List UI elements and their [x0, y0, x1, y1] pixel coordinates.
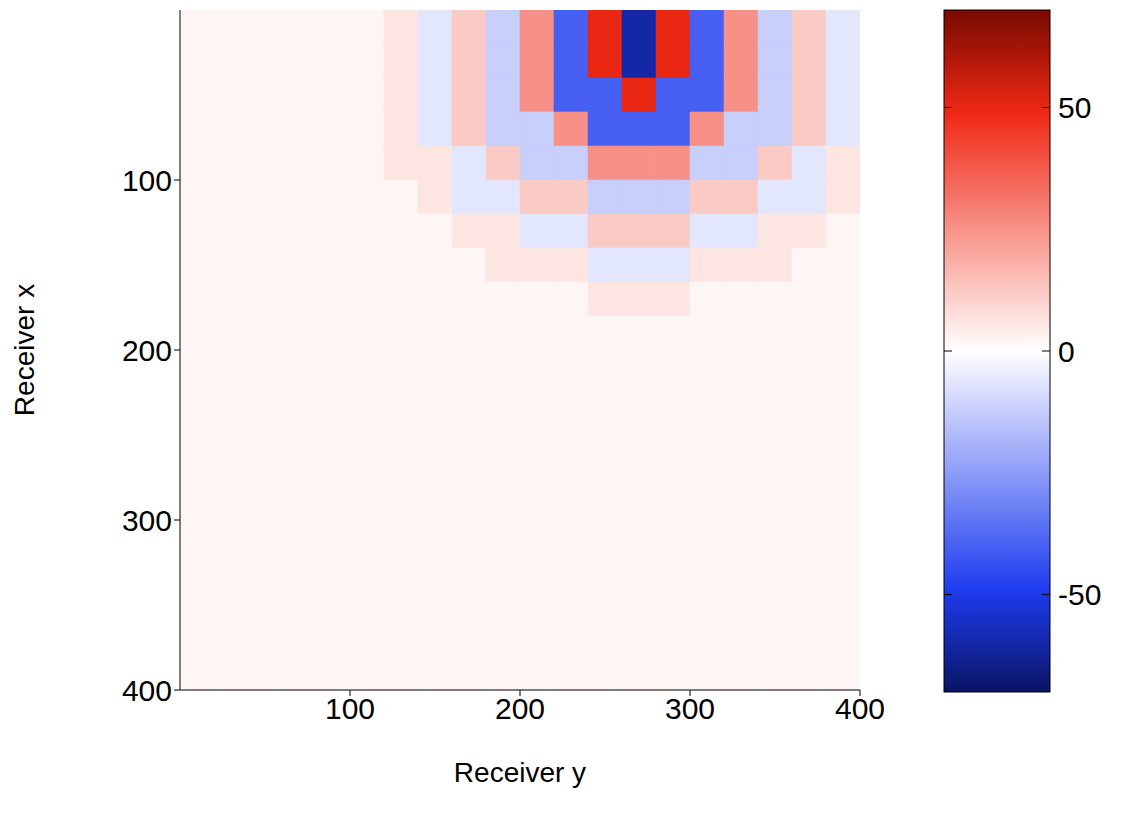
svg-text:200: 200: [495, 692, 545, 725]
svg-text:Receiver y: Receiver y: [454, 757, 586, 788]
svg-text:100: 100: [325, 692, 375, 725]
svg-text:100: 100: [122, 164, 172, 197]
svg-text:0: 0: [1058, 335, 1075, 368]
svg-text:50: 50: [1058, 91, 1091, 124]
svg-text:400: 400: [122, 674, 172, 707]
svg-text:300: 300: [122, 504, 172, 537]
svg-text:300: 300: [665, 692, 715, 725]
svg-text:400: 400: [835, 692, 885, 725]
svg-text:200: 200: [122, 334, 172, 367]
svg-text:Receiver x: Receiver x: [9, 284, 40, 416]
svg-text:-50: -50: [1058, 578, 1101, 611]
